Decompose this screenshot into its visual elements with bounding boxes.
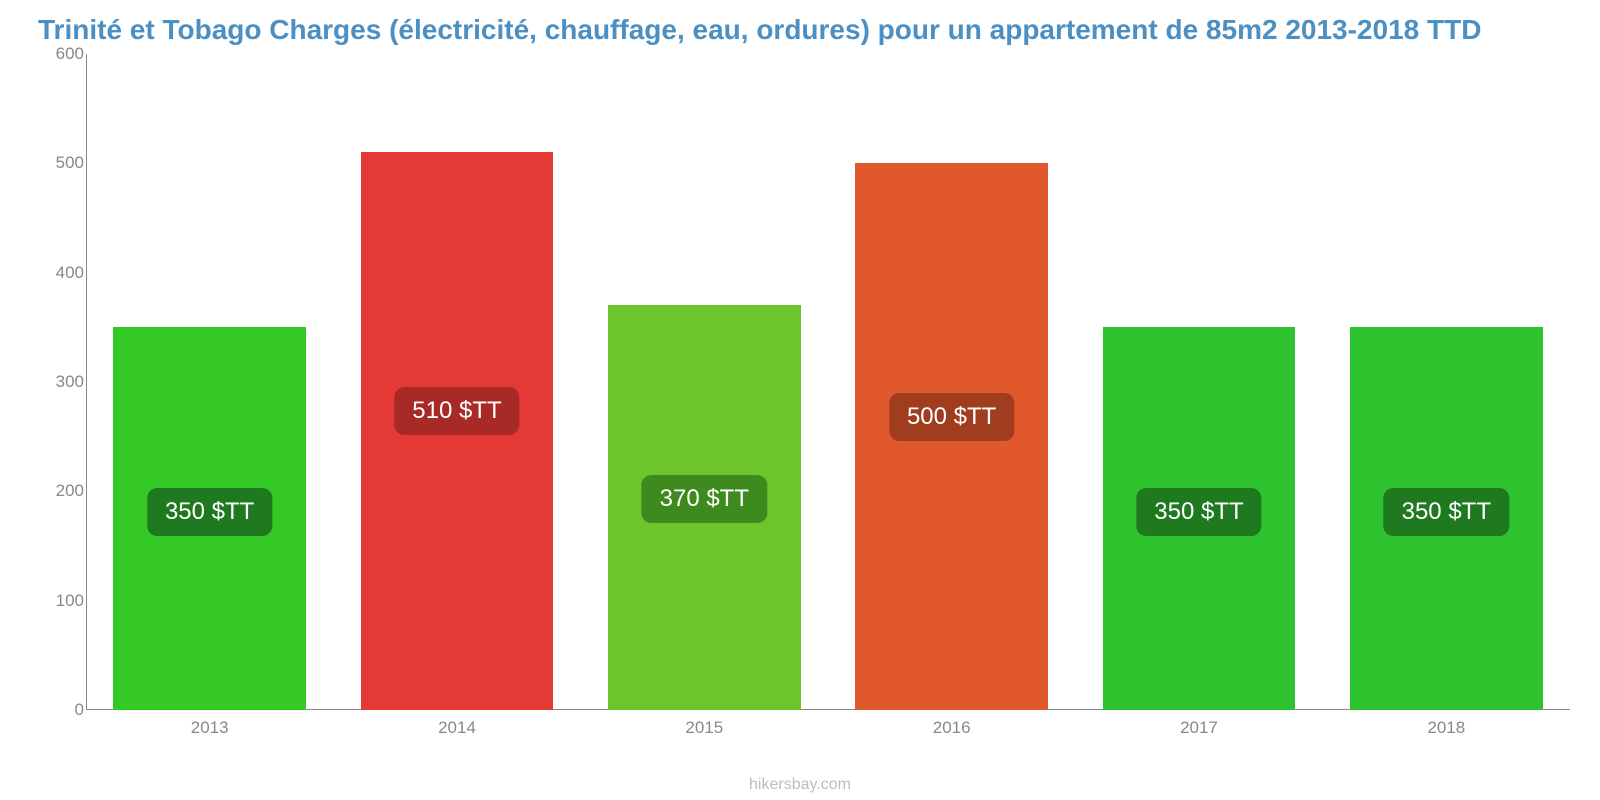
source-attribution: hikersbay.com <box>0 776 1600 794</box>
bar: 350 $TT <box>113 327 306 710</box>
bar: 350 $TT <box>1103 327 1296 710</box>
chart-plot-area: 0100200300400500600 350 $TT510 $TT370 $T… <box>50 54 1570 734</box>
chart-title: Trinité et Tobago Charges (électricité, … <box>30 10 1570 54</box>
x-tick-label: 2015 <box>581 718 828 738</box>
bar-slot: 350 $TT <box>1075 54 1322 710</box>
y-tick-label: 200 <box>44 481 84 501</box>
bar-value-pill: 350 $TT <box>1384 488 1509 536</box>
bar-value-pill: 350 $TT <box>1136 488 1261 536</box>
bar-value-pill: 370 $TT <box>642 475 767 523</box>
y-tick-label: 500 <box>44 153 84 173</box>
y-tick-label: 400 <box>44 263 84 283</box>
bar-slot: 350 $TT <box>1323 54 1570 710</box>
bar: 370 $TT <box>608 305 801 710</box>
chart-bars: 350 $TT 510 $TT 370 $TT 500 $TT 350 $TT 350 $… <box>86 54 1570 710</box>
x-tick-label: 2013 <box>86 718 333 738</box>
y-tick-label: 600 <box>44 44 84 64</box>
y-tick-label: 0 <box>44 700 84 720</box>
bar-slot: 500 $TT <box>828 54 1075 710</box>
bar: 500 $TT <box>855 163 1048 710</box>
chart-container: Trinité et Tobago Charges (électricité, … <box>0 0 1600 800</box>
x-tick-label: 2014 <box>333 718 580 738</box>
x-tick-label: 2018 <box>1323 718 1570 738</box>
bar: 350 $TT <box>1350 327 1543 710</box>
y-tick-label: 300 <box>44 372 84 392</box>
x-axis-labels: 201320142015201620172018 <box>86 718 1570 738</box>
bar-slot: 370 $TT <box>581 54 828 710</box>
y-tick-label: 100 <box>44 591 84 611</box>
bar-slot: 350 $TT <box>86 54 333 710</box>
x-tick-label: 2016 <box>828 718 1075 738</box>
bar-slot: 510 $TT <box>333 54 580 710</box>
bar: 510 $TT <box>361 152 554 710</box>
bar-value-pill: 510 $TT <box>394 387 519 435</box>
x-tick-label: 2017 <box>1075 718 1322 738</box>
bar-value-pill: 350 $TT <box>147 488 272 536</box>
bar-value-pill: 500 $TT <box>889 393 1014 441</box>
